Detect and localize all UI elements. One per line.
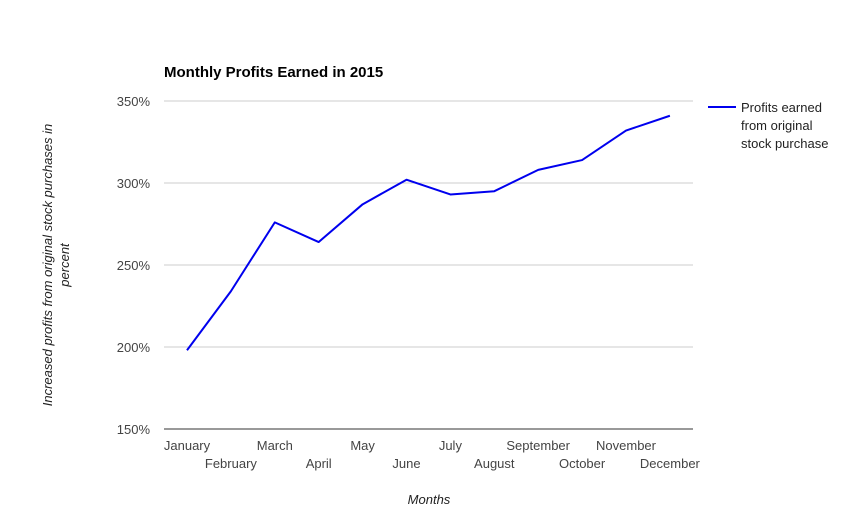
y-axis-ticks: 150% 200% 250% 300% 350% <box>117 94 151 437</box>
gridlines <box>164 100 693 430</box>
x-tick-label: September <box>506 438 570 453</box>
y-axis-title-line-2: percent <box>57 242 72 288</box>
series-group <box>186 114 671 351</box>
y-tick-label: 300% <box>117 176 151 191</box>
legend-label-line-1: Profits earned <box>741 100 822 115</box>
x-tick-label: July <box>439 438 463 453</box>
x-tick-label: May <box>350 438 375 453</box>
x-tick-label: August <box>474 456 515 471</box>
y-tick-label: 350% <box>117 94 151 109</box>
x-tick-label: March <box>257 438 293 453</box>
x-tick-label: November <box>596 438 657 453</box>
x-tick-label: January <box>164 438 211 453</box>
legend-label-line-3: stock purchase <box>741 136 828 151</box>
chart-title: Monthly Profits Earned in 2015 <box>164 64 383 81</box>
y-tick-label: 200% <box>117 340 151 355</box>
x-axis-ticks: January February March April May June July Augu… <box>164 438 701 471</box>
x-tick-label: April <box>306 456 332 471</box>
x-tick-label: December <box>640 456 701 471</box>
y-tick-label: 250% <box>117 258 151 273</box>
y-axis-title-line-1: Increased profits from original stock pu… <box>40 124 55 407</box>
legend: Profits earned from original stock purch… <box>708 100 828 151</box>
series-line <box>186 114 671 351</box>
x-axis-title: Months <box>408 492 451 507</box>
x-tick-label: February <box>205 456 258 471</box>
x-tick-label: June <box>392 456 420 471</box>
legend-label-line-2: from original <box>741 118 813 133</box>
y-tick-label: 150% <box>117 422 151 437</box>
y-axis-title: Increased profits from original stock pu… <box>40 124 72 407</box>
x-tick-label: October <box>559 456 606 471</box>
